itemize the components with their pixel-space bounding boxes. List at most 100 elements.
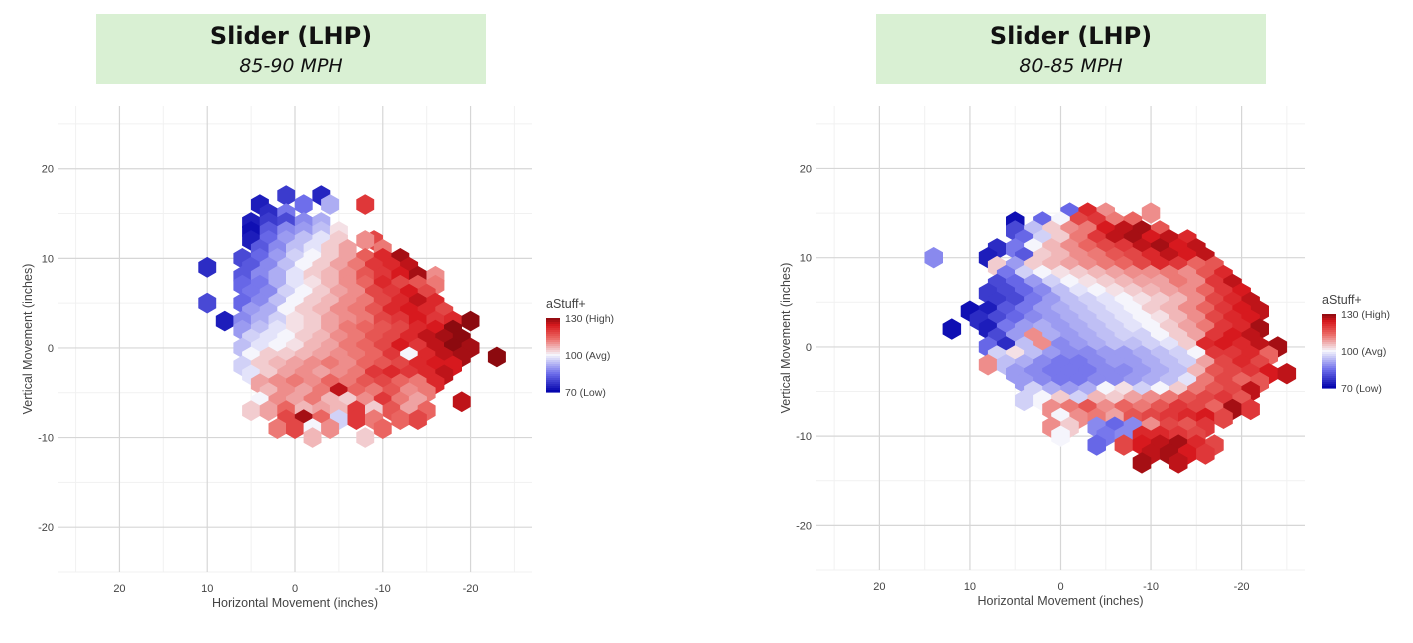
legend-colorbar-step: [1322, 360, 1336, 363]
legend-colorbar-step: [1322, 376, 1336, 379]
hexbin-cell: [452, 391, 471, 413]
legend-colorbar-step: [546, 324, 560, 327]
hexbin-cell: [924, 247, 943, 269]
legend-colorbar-step: [1322, 358, 1336, 361]
legend-colorbar-step: [546, 330, 560, 333]
legend-colorbar-step: [1322, 382, 1336, 385]
hexbin-cell: [277, 185, 296, 206]
legend-label: 130 (High): [1341, 309, 1390, 321]
legend-label: 70 (Low): [565, 387, 606, 399]
legend-colorbar-step: [546, 372, 560, 375]
hexbin-cell: [268, 418, 287, 439]
chart-title: Slider (LHP): [209, 22, 373, 50]
hexbin-cell: [1169, 452, 1188, 474]
hexbin-cell: [1132, 452, 1152, 474]
legend-colorbar-step: [1322, 378, 1336, 381]
legend-colorbar-step: [546, 342, 560, 345]
legend-colorbar-step: [546, 344, 560, 347]
x-tick-label: -20: [463, 583, 479, 595]
legend-colorbar-step: [1322, 384, 1336, 387]
legend-colorbar-step: [1322, 338, 1336, 341]
y-tick-label: 10: [42, 253, 54, 265]
hexbin-cell: [1114, 434, 1134, 456]
hexbin-cell: [1087, 434, 1106, 456]
legend-title: aStuff+: [546, 297, 586, 311]
legend-colorbar-step: [546, 360, 560, 363]
y-tick-label: 0: [806, 342, 812, 354]
hexbin-cell: [303, 427, 322, 448]
legend-colorbar-step: [546, 358, 560, 361]
hexbin-cell: [942, 318, 962, 340]
legend-label: 100 (Avg): [565, 350, 610, 362]
y-tick-label: -20: [38, 522, 54, 534]
x-tick-label: 20: [113, 583, 125, 595]
legend-colorbar-step: [1322, 364, 1336, 367]
x-tick-label: 10: [964, 581, 976, 593]
legend-colorbar-step: [546, 334, 560, 337]
chart-subtitle: 80-85 MPH: [1019, 55, 1123, 77]
legend-colorbar-step: [546, 318, 560, 321]
legend-colorbar-step: [1322, 332, 1336, 335]
hexbin-cell: [242, 400, 261, 422]
legend-colorbar-step: [546, 380, 560, 383]
hexbin-cell: [1015, 389, 1034, 412]
legend-colorbar-step: [1322, 386, 1336, 389]
legend-colorbar-step: [1322, 348, 1336, 351]
legend-colorbar-step: [546, 326, 560, 329]
hexbin-cell: [1214, 407, 1233, 429]
hexbin-cell: [978, 354, 998, 376]
hexbin-cell: [286, 418, 304, 439]
hexbin-cell: [356, 427, 375, 448]
chart-title-box: Slider (LHP) 80-85 MPH: [876, 14, 1266, 84]
legend-colorbar-step: [1322, 336, 1336, 339]
legend-colorbar-step: [1322, 354, 1336, 357]
legend-colorbar-step: [1322, 322, 1336, 325]
legend-colorbar-step: [1322, 326, 1336, 329]
legend-colorbar-step: [546, 386, 560, 389]
legend-colorbar-step: [546, 336, 560, 339]
chart-title: Slider (LHP): [989, 22, 1153, 50]
x-axis-title: Horizontal Movement (inches): [212, 596, 378, 610]
y-tick-label: 0: [48, 343, 54, 355]
legend-colorbar-step: [1322, 370, 1336, 373]
legend-colorbar-step: [546, 340, 560, 343]
hexbin-cell: [321, 194, 340, 215]
chart-subtitle: 85-90 MPH: [239, 55, 343, 77]
legend-colorbar-step: [546, 370, 560, 373]
x-tick-label: -20: [1234, 581, 1250, 593]
hexbin-cell: [487, 346, 506, 368]
y-tick-label: 20: [42, 164, 54, 176]
hexbin-cell: [373, 418, 392, 439]
legend-colorbar-step: [546, 328, 560, 331]
legend-colorbar-step: [546, 346, 560, 349]
hexbin-cell: [408, 409, 427, 430]
legend-colorbar-step: [546, 364, 560, 367]
legend-colorbar-step: [1322, 330, 1336, 333]
legend-colorbar-step: [1322, 380, 1336, 383]
legend-colorbar-step: [1322, 350, 1336, 353]
y-axis-title: Vertical Movement (inches): [780, 263, 793, 414]
hexbin-cell: [347, 409, 366, 430]
legend-colorbar-step: [1322, 334, 1336, 337]
legend-label: 130 (High): [565, 313, 614, 325]
legend-colorbar-step: [546, 390, 560, 393]
legend-colorbar-step: [546, 356, 560, 359]
legend-colorbar-step: [1322, 318, 1336, 321]
x-axis-title: Horizontal Movement (inches): [977, 594, 1143, 608]
legend-colorbar-step: [1322, 344, 1336, 347]
legend-colorbar-step: [546, 354, 560, 357]
x-tick-label: 20: [873, 581, 885, 593]
x-tick-label: 0: [1057, 581, 1063, 593]
hexbin-cell: [356, 194, 375, 215]
legend-colorbar-step: [1322, 372, 1336, 375]
legend-colorbar-step: [1322, 356, 1336, 359]
legend-colorbar-step: [546, 350, 560, 353]
legend-colorbar-step: [1322, 342, 1336, 345]
y-tick-label: 20: [800, 163, 812, 175]
hexbin-cell: [294, 194, 313, 215]
hexbin-cell: [1141, 202, 1161, 224]
legend-colorbar-step: [1322, 320, 1336, 323]
x-tick-label: 0: [292, 583, 298, 595]
legend-colorbar-step: [546, 376, 560, 379]
legend-colorbar-step: [1322, 346, 1336, 349]
